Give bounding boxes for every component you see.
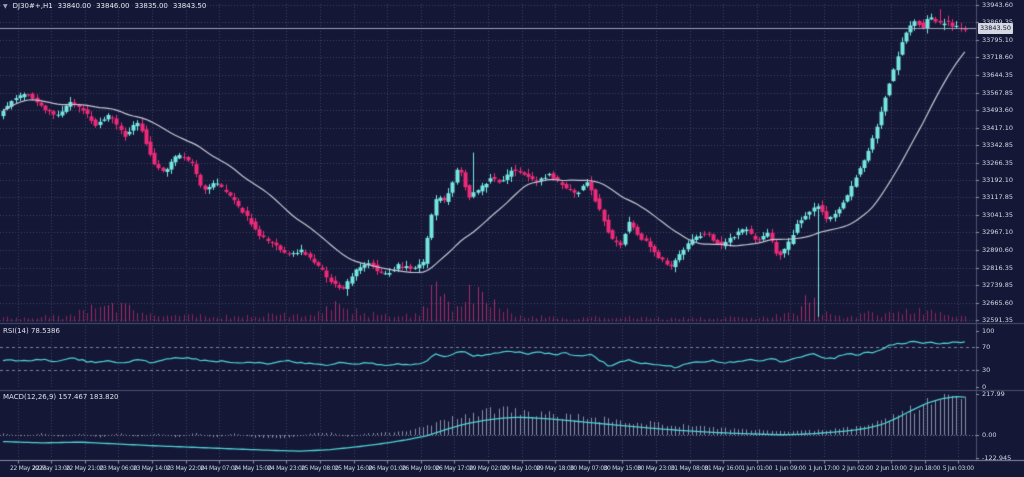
macd-axis-label: -122.945 [982,454,1012,463]
rsi-axis-label: 70 [982,343,991,352]
time-axis-label: 1 Jun 17:00 [808,465,840,472]
time-axis-label: 31 May 08:00 [670,465,709,472]
price-axis-label: 33869.35 [982,18,1014,27]
price-axis-label: 32665.60 [982,298,1014,307]
time-axis-label: 26 May 09:00 [401,465,440,472]
time-axis-label: 29 May 18:00 [536,465,574,472]
time-axis-label: 23 May 06:00 [99,465,138,472]
time-axis-label: 25 May 16:00 [334,465,373,472]
time-axis-label: 23 May 22:00 [166,465,205,472]
symbol-dropdown-icon[interactable]: ▼ [3,2,8,10]
time-axis-label: 30 May 23:00 [637,465,675,472]
time-axis-label: 24 May 15:00 [233,465,272,472]
macd-indicator-label: MACD(12,26,9) 157.467 183.820 [3,393,119,401]
time-axis-label: 30 May 07:00 [569,465,608,472]
price-axis-label: 32967.10 [982,228,1014,237]
time-axis-label: 24 May 07:00 [200,465,238,472]
time-axis-label: 26 May 17:00 [435,465,474,472]
time-axis-label: 22 May 2023 [10,465,46,472]
time-axis-label: 2 Jun 18:00 [909,465,941,472]
time-axis-label: 26 May 01:00 [368,465,406,472]
rsi-axis-label: 30 [982,365,991,374]
symbol-timeframe-label: DJ30#+,H1 [12,2,53,10]
price-axis-label: 32890.60 [982,246,1014,255]
rsi-axis-label: 100 [982,326,995,335]
price-axis-label: 33192.10 [982,176,1014,185]
time-axis-label: 31 May 16:00 [704,465,742,472]
time-axis-label: 30 May 15:00 [603,465,642,472]
time-axis-label: 23 May 14:00 [133,465,171,472]
low-value: 33835.00 [134,2,168,10]
chart-ohlc-info: ▼ DJ30#+,H1 33840.00 33846.00 33835.00 3… [3,3,206,10]
time-axis-label: 25 May 08:00 [301,465,339,472]
price-axis-label: 32591.35 [982,316,1014,324]
price-axis-label: 32816.35 [982,263,1014,272]
time-axis-label: 5 Jun 03:00 [942,465,974,472]
time-axis-label: 2 Jun 10:00 [875,465,907,472]
time-axis-label: 24 May 23:00 [267,465,306,472]
price-axis-label: 33417.10 [982,123,1014,132]
price-axis-label: 33342.85 [982,140,1014,149]
price-axis-label: 33718.60 [982,53,1014,62]
time-axis-label: 29 May 10:00 [502,465,541,472]
price-axis-label: 33117.85 [982,193,1014,202]
macd-axis-label: 0.00 [982,431,997,439]
price-axis-label: 33041.35 [982,211,1014,220]
high-value: 33846.00 [96,2,130,10]
price-axis-label: 33493.60 [982,105,1014,114]
rsi-indicator-label: RSI(14) 78.5386 [3,327,60,335]
time-axis-label: 2 Jun 02:00 [842,465,873,472]
time-axis-label: 22 May 13:00 [32,465,70,472]
time-axis-label: 29 May 02:00 [469,465,507,472]
price-axis-label: 32739.85 [982,281,1014,290]
price-axis[interactable]: 33943.60 33869.35 33795.10 33718.60 33644.35… [977,0,1024,477]
time-axis-label: 1 Jun 01:00 [741,465,773,472]
price-axis-label: 33943.60 [982,1,1014,9]
time-axis-label: 22 May 21:00 [65,465,104,472]
price-axis-label: 33644.35 [982,70,1014,79]
close-value: 33843.50 [172,2,207,10]
open-value: 33840.00 [57,2,92,10]
price-axis-label: 33795.10 [982,35,1014,44]
macd-axis-label: 217.99 [982,390,1005,399]
price-axis-label: 33567.85 [982,88,1014,97]
price-axis-label: 33266.35 [982,158,1014,167]
time-axis-label: 1 Jun 09:00 [774,465,806,472]
rsi-axis-label: 0 [982,382,987,391]
